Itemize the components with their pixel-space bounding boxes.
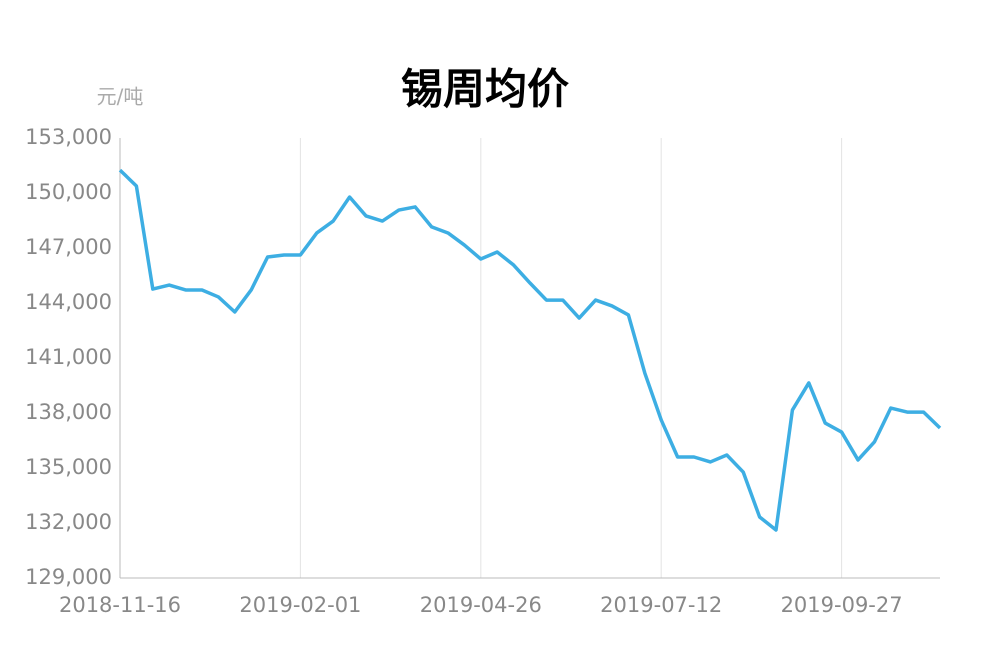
y-tick-label: 138,000: [25, 400, 112, 424]
y-tick-label: 147,000: [25, 235, 112, 259]
y-tick-label: 150,000: [25, 180, 112, 204]
y-unit: 元/吨: [97, 85, 144, 109]
chart-title: 锡周均价: [401, 65, 569, 114]
y-tick-label: 153,000: [25, 125, 112, 149]
y-tick-label: 141,000: [25, 345, 112, 369]
y-tick-label: 129,000: [25, 565, 112, 589]
x-tick-label: 2019-07-12: [600, 593, 722, 617]
x-tick-label: 2018-11-16: [59, 593, 181, 617]
line: [118, 168, 942, 532]
y-tick-label: 144,000: [25, 290, 112, 314]
x-tick-label: 2019-09-27: [781, 593, 903, 617]
y-tick-label: 135,000: [25, 455, 112, 479]
y-tick-label: 132,000: [25, 510, 112, 534]
x-tick-label: 2019-02-01: [239, 593, 361, 617]
x-tick-label: 2019-04-26: [420, 593, 542, 617]
